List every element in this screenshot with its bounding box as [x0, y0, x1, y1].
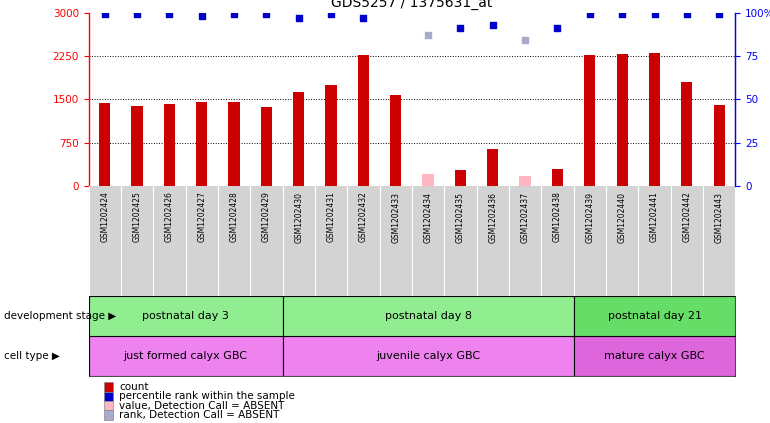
Bar: [89, 336, 283, 376]
Text: GSM1202428: GSM1202428: [229, 192, 239, 242]
Point: [228, 11, 240, 18]
Point: [260, 11, 273, 18]
Text: GSM1202438: GSM1202438: [553, 192, 562, 242]
Point: [99, 11, 111, 18]
Bar: [261, 107, 272, 186]
Point: [293, 14, 305, 21]
Text: cell type ▶: cell type ▶: [4, 351, 60, 361]
Text: GSM1202436: GSM1202436: [488, 192, 497, 243]
Text: postnatal day 8: postnatal day 8: [385, 311, 471, 321]
Text: GSM1202426: GSM1202426: [165, 192, 174, 242]
Text: postnatal day 3: postnatal day 3: [142, 311, 229, 321]
Bar: [326, 85, 336, 186]
Text: GSM1202429: GSM1202429: [262, 192, 271, 242]
Text: GSM1202425: GSM1202425: [132, 192, 142, 242]
Text: juvenile calyx GBC: juvenile calyx GBC: [376, 352, 480, 361]
Text: GSM1202424: GSM1202424: [100, 192, 109, 242]
Point: [357, 14, 370, 21]
Text: GSM1202427: GSM1202427: [197, 192, 206, 242]
Text: just formed calyx GBC: just formed calyx GBC: [123, 352, 248, 361]
Bar: [574, 336, 735, 376]
Text: GSM1202433: GSM1202433: [391, 192, 400, 243]
Bar: [89, 296, 283, 336]
Text: GSM1202431: GSM1202431: [326, 192, 336, 242]
Text: development stage ▶: development stage ▶: [4, 311, 116, 321]
Text: GSM1202435: GSM1202435: [456, 192, 465, 243]
Bar: [229, 102, 239, 186]
Bar: [455, 170, 466, 186]
Text: count: count: [119, 382, 149, 392]
Point: [648, 11, 661, 18]
Bar: [283, 296, 574, 336]
Text: rank, Detection Call = ABSENT: rank, Detection Call = ABSENT: [119, 410, 280, 420]
Bar: [283, 336, 574, 376]
Point: [325, 11, 337, 18]
Bar: [196, 102, 207, 186]
Text: GSM1202442: GSM1202442: [682, 192, 691, 242]
Point: [487, 22, 499, 28]
Point: [681, 11, 693, 18]
Text: GSM1202440: GSM1202440: [618, 192, 627, 243]
Bar: [617, 54, 628, 186]
Bar: [487, 149, 498, 186]
Text: GSM1202430: GSM1202430: [294, 192, 303, 243]
Bar: [132, 106, 142, 186]
Bar: [99, 104, 110, 186]
Text: mature calyx GBC: mature calyx GBC: [604, 352, 705, 361]
Point: [454, 25, 467, 32]
Text: percentile rank within the sample: percentile rank within the sample: [119, 391, 295, 401]
Point: [616, 11, 628, 18]
Bar: [423, 174, 434, 186]
Point: [519, 37, 531, 44]
Bar: [649, 52, 660, 186]
Bar: [552, 169, 563, 186]
Bar: [390, 95, 401, 186]
Text: GSM1202441: GSM1202441: [650, 192, 659, 242]
Text: GSM1202439: GSM1202439: [585, 192, 594, 243]
Text: GSM1202443: GSM1202443: [715, 192, 724, 243]
Text: value, Detection Call = ABSENT: value, Detection Call = ABSENT: [119, 401, 285, 411]
Bar: [293, 92, 304, 186]
Bar: [358, 55, 369, 186]
Bar: [574, 296, 735, 336]
Point: [196, 13, 208, 19]
Point: [163, 11, 176, 18]
Text: GSM1202432: GSM1202432: [359, 192, 368, 242]
Point: [131, 11, 143, 18]
Title: GDS5257 / 1375631_at: GDS5257 / 1375631_at: [331, 0, 493, 10]
Text: GSM1202434: GSM1202434: [424, 192, 433, 243]
Point: [551, 25, 564, 32]
Bar: [681, 82, 692, 186]
Point: [422, 32, 434, 38]
Bar: [520, 176, 531, 186]
Text: postnatal day 21: postnatal day 21: [608, 311, 701, 321]
Point: [713, 11, 725, 18]
Text: GSM1202437: GSM1202437: [521, 192, 530, 243]
Bar: [714, 104, 725, 186]
Point: [584, 11, 596, 18]
Bar: [164, 104, 175, 186]
Bar: [584, 55, 595, 186]
